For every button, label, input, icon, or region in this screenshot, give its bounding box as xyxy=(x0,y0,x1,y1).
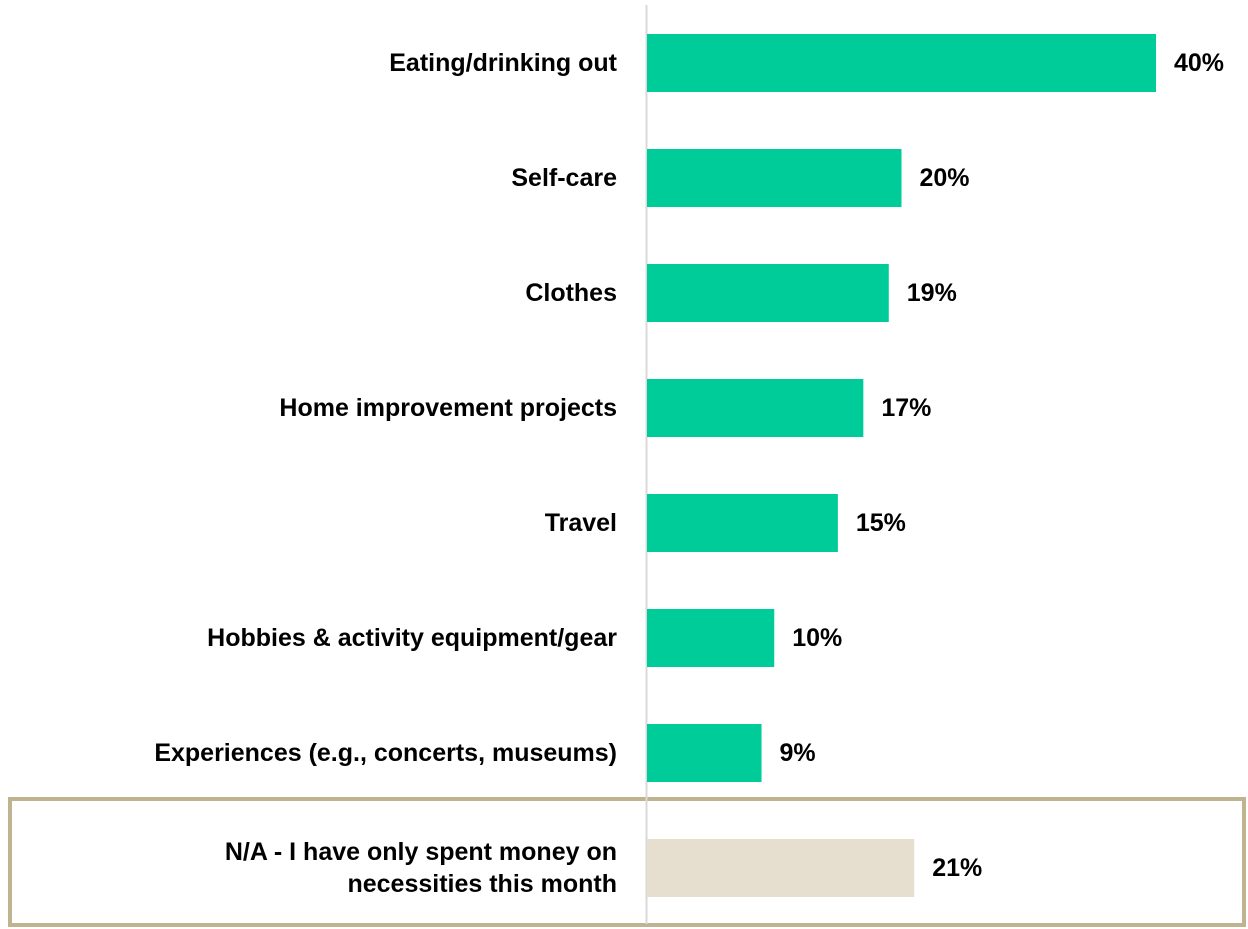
labels-layer: 40% Eating/drinking out 20% Self-care 19% Clo… xyxy=(154,49,1224,898)
category-label: Home improvement projects xyxy=(279,394,617,422)
data-label: 17% xyxy=(881,394,931,422)
category-label-line: Eating/drinking out xyxy=(389,49,617,77)
category-label-line: Home improvement projects xyxy=(279,394,617,422)
category-label-line: Hobbies & activity equipment/gear xyxy=(207,624,617,652)
category-label-line: necessities this month xyxy=(347,870,617,898)
data-label: 10% xyxy=(792,624,842,652)
category-label-line: N/A - I have only spent money on xyxy=(225,838,617,866)
data-label: 19% xyxy=(907,279,957,307)
bar xyxy=(647,724,762,782)
category-label: Travel xyxy=(545,509,617,537)
bars-layer xyxy=(647,34,1156,897)
category-label-line: Self-care xyxy=(511,164,617,192)
data-label: 15% xyxy=(856,509,906,537)
data-label: 40% xyxy=(1174,49,1224,77)
highlight-box xyxy=(8,797,1246,927)
bar xyxy=(647,839,915,897)
bar xyxy=(647,379,864,437)
bar xyxy=(647,34,1156,92)
category-label-line: Clothes xyxy=(525,279,617,307)
data-label: 21% xyxy=(932,854,982,882)
category-label: Clothes xyxy=(525,279,617,307)
category-label: Experiences (e.g., concerts, museums) xyxy=(154,739,617,767)
category-label: Eating/drinking out xyxy=(389,49,617,77)
data-label: 20% xyxy=(920,164,970,192)
category-label: N/A - I have only spent money on necessit… xyxy=(225,838,617,898)
category-label: Self-care xyxy=(511,164,617,192)
bar xyxy=(647,264,889,322)
bar xyxy=(647,609,775,667)
category-label: Hobbies & activity equipment/gear xyxy=(207,624,617,652)
data-label: 9% xyxy=(780,739,816,767)
bar xyxy=(647,494,838,552)
category-label-line: Experiences (e.g., concerts, museums) xyxy=(154,739,617,767)
bar xyxy=(647,149,902,207)
category-label-line: Travel xyxy=(545,509,617,537)
